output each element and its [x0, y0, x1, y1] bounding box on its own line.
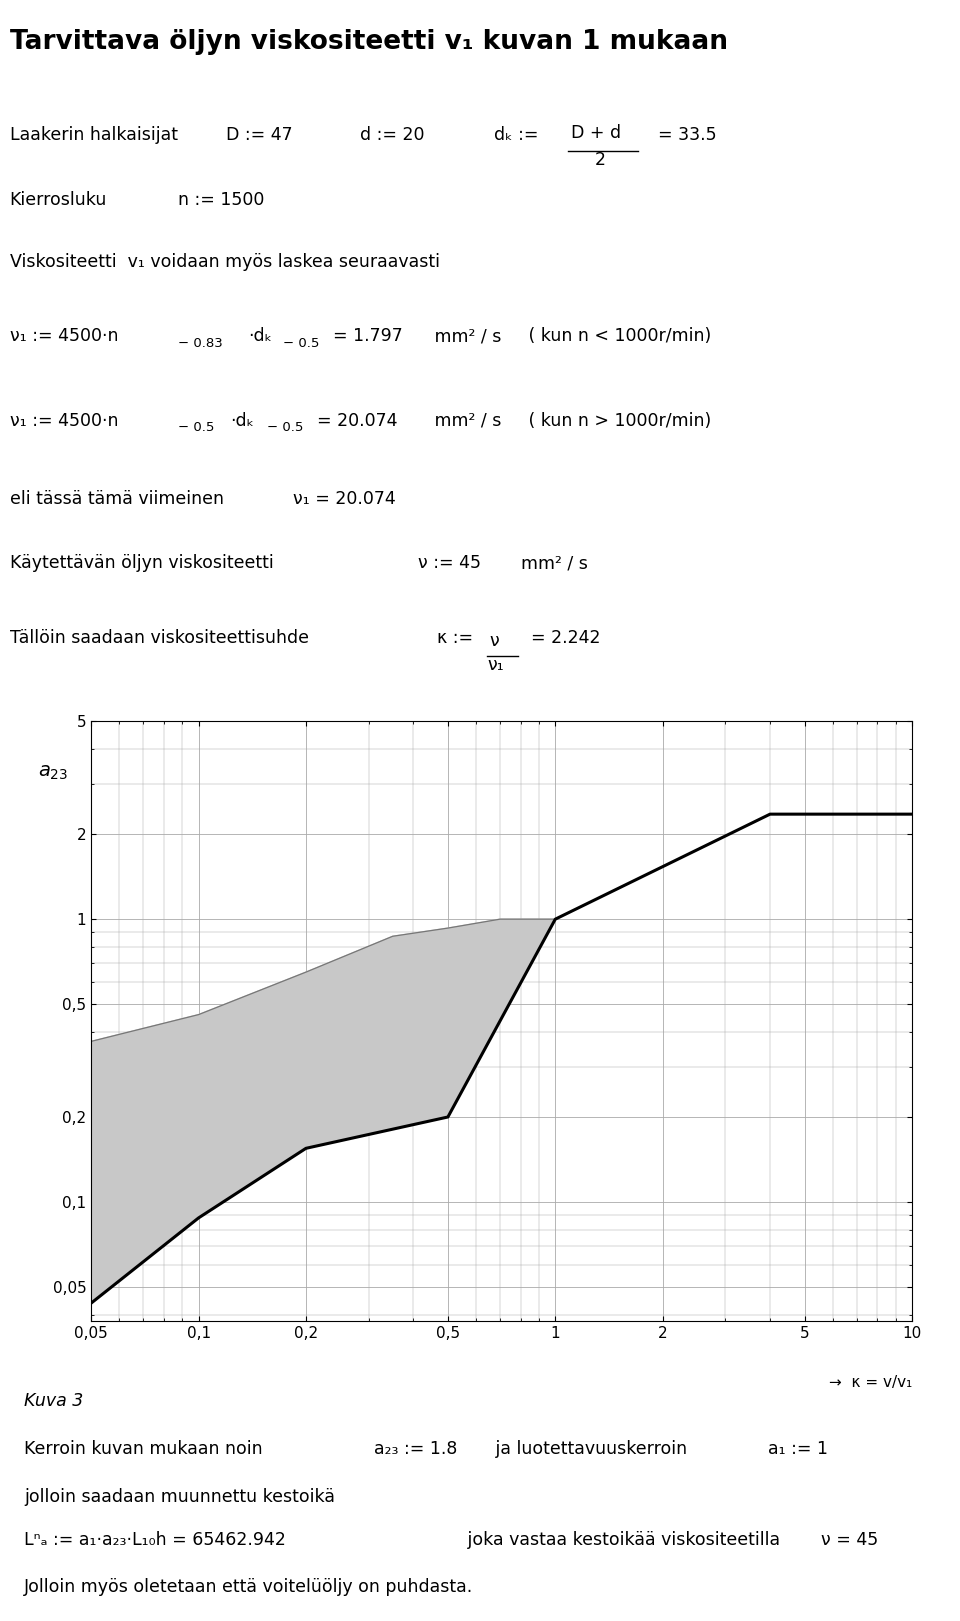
Text: − 0.5: − 0.5 — [283, 337, 320, 350]
Text: ( kun n > 1000r/min): ( kun n > 1000r/min) — [523, 412, 711, 430]
Text: κ :=: κ := — [437, 629, 473, 647]
Text: ( kun n < 1000r/min): ( kun n < 1000r/min) — [523, 327, 711, 345]
Text: Jolloin myös oletetaan että voitelüöljy on puhdasta.: Jolloin myös oletetaan että voitelüöljy … — [24, 1579, 473, 1597]
Text: ja luotettavuuskerroin: ja luotettavuuskerroin — [490, 1439, 686, 1459]
Text: − 0.83: − 0.83 — [178, 337, 223, 350]
Text: n := 1500: n := 1500 — [178, 191, 264, 209]
Text: eli tässä tämä viimeinen: eli tässä tämä viimeinen — [10, 490, 224, 507]
Text: − 0.5: − 0.5 — [267, 421, 303, 434]
Text: Kuva 3: Kuva 3 — [24, 1392, 84, 1410]
Text: = 33.5: = 33.5 — [658, 126, 716, 144]
Polygon shape — [91, 919, 555, 1303]
Text: joka vastaa kestoikää viskositeetilla: joka vastaa kestoikää viskositeetilla — [451, 1530, 780, 1548]
Text: jolloin saadaan muunnettu kestoikä: jolloin saadaan muunnettu kestoikä — [24, 1488, 335, 1506]
Text: Tarvittava öljyn viskositeetti v₁ kuvan 1 mukaan: Tarvittava öljyn viskositeetti v₁ kuvan … — [10, 29, 728, 55]
Text: Lⁿₐ := a₁·a₂₃·L₁₀h = 65462.942: Lⁿₐ := a₁·a₂₃·L₁₀h = 65462.942 — [24, 1530, 286, 1548]
Text: ν: ν — [490, 632, 499, 650]
Text: ·dₖ: ·dₖ — [248, 327, 272, 345]
Text: a₂₃ := 1.8: a₂₃ := 1.8 — [374, 1439, 458, 1459]
Text: ν₁ = 20.074: ν₁ = 20.074 — [293, 490, 396, 507]
Text: Käytettävän öljyn viskositeetti: Käytettävän öljyn viskositeetti — [10, 554, 274, 572]
Text: Tällöin saadaan viskositeettisuhde: Tällöin saadaan viskositeettisuhde — [10, 629, 308, 647]
Text: a₁ := 1: a₁ := 1 — [768, 1439, 828, 1459]
Text: = 1.797: = 1.797 — [333, 327, 403, 345]
Text: D + d: D + d — [571, 125, 621, 143]
Text: ν₁: ν₁ — [488, 657, 504, 674]
Text: $a_{23}$: $a_{23}$ — [37, 763, 68, 783]
Text: Kerroin kuvan mukaan noin: Kerroin kuvan mukaan noin — [24, 1439, 263, 1459]
Text: mm² / s: mm² / s — [499, 554, 588, 572]
Text: ν := 45: ν := 45 — [418, 554, 481, 572]
Text: mm² / s: mm² / s — [418, 327, 501, 345]
Text: ·dₖ: ·dₖ — [230, 412, 254, 430]
Text: mm² / s: mm² / s — [418, 412, 501, 430]
Text: ν₁ := 4500·n: ν₁ := 4500·n — [10, 327, 118, 345]
Text: ν = 45: ν = 45 — [821, 1530, 878, 1548]
Text: Viskositeetti  v₁ voidaan myös laskea seuraavasti: Viskositeetti v₁ voidaan myös laskea seu… — [10, 253, 440, 271]
Text: = 20.074: = 20.074 — [317, 412, 397, 430]
Text: − 0.5: − 0.5 — [178, 421, 214, 434]
Text: = 2.242: = 2.242 — [531, 629, 600, 647]
Text: dₖ :=: dₖ := — [494, 126, 539, 144]
Text: →  κ = v/v₁: → κ = v/v₁ — [828, 1375, 912, 1391]
Text: Kierrosluku: Kierrosluku — [10, 191, 107, 209]
Text: D := 47: D := 47 — [226, 126, 292, 144]
Text: 2: 2 — [595, 151, 606, 169]
Text: Laakerin halkaisijat: Laakerin halkaisijat — [10, 126, 178, 144]
Text: d := 20: d := 20 — [360, 126, 424, 144]
Text: ν₁ := 4500·n: ν₁ := 4500·n — [10, 412, 118, 430]
